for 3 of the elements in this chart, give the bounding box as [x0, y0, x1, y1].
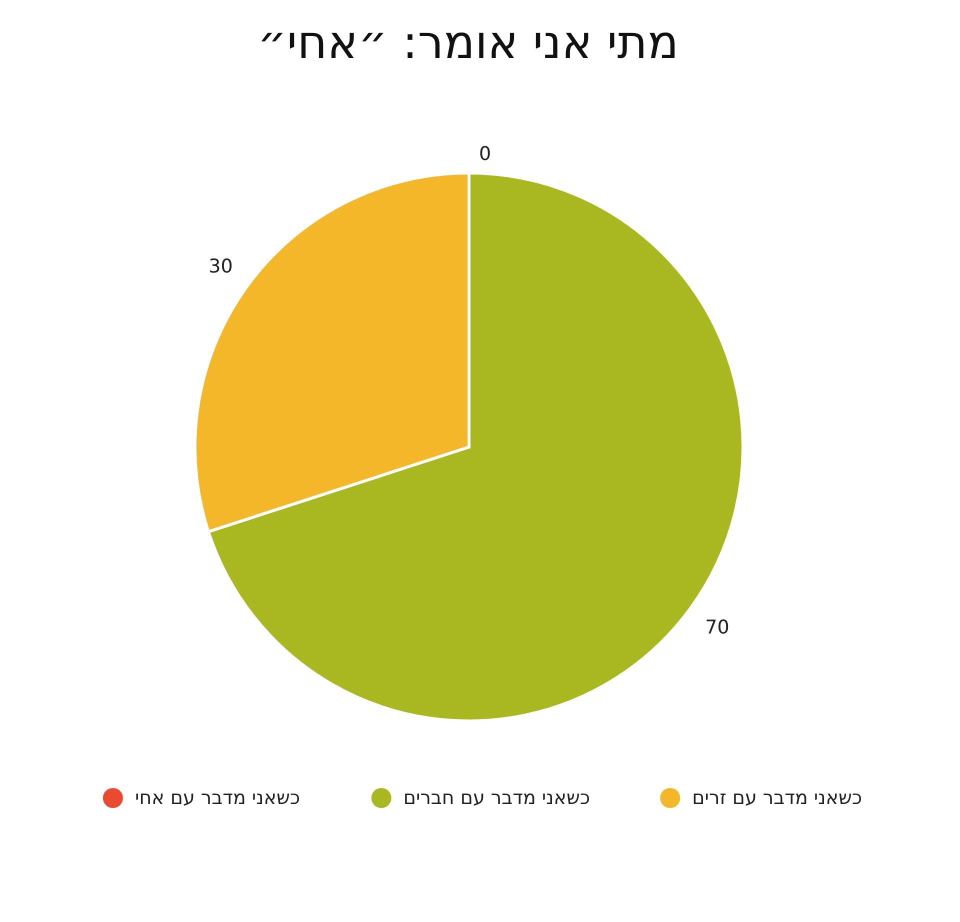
legend-label: כשאני מדבר עם אחי	[134, 787, 300, 809]
legend-label: כשאני מדבר עם זרים	[692, 787, 862, 809]
chart-title: מתי אני אומר: ״אחי״	[257, 15, 679, 69]
